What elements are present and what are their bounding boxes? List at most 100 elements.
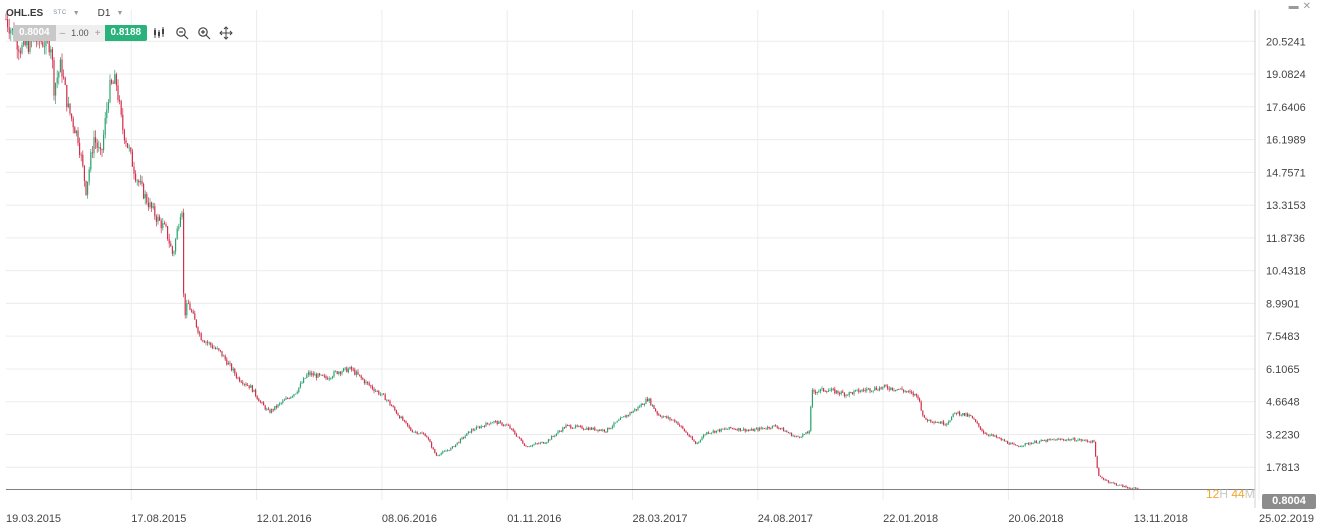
candle-body	[725, 428, 727, 430]
candle-body	[928, 419, 930, 421]
candle-body	[442, 451, 444, 454]
candle-body	[779, 428, 781, 429]
timeframe-dropdown-icon[interactable]: ▼	[116, 9, 124, 17]
candle-body	[207, 341, 209, 343]
timeframe-selector[interactable]: D1	[97, 7, 111, 19]
candle-body	[146, 194, 148, 203]
lot-increase-button[interactable]: +	[94, 27, 101, 39]
candle-body	[527, 446, 529, 448]
candle-body	[328, 378, 330, 380]
y-tick-label: 3.2230	[1266, 429, 1300, 441]
candle-body	[309, 372, 311, 375]
y-tick-label: 20.5241	[1266, 36, 1306, 48]
candle-body	[1050, 439, 1052, 441]
zoom-out-icon[interactable]	[173, 25, 191, 41]
candle-body	[351, 366, 353, 370]
candle-body	[248, 385, 250, 388]
candle-body	[811, 390, 813, 407]
candle-body	[866, 388, 868, 391]
candle-body	[914, 393, 916, 396]
candle-body	[823, 388, 825, 392]
minimize-icon[interactable]: ▬	[1288, 1, 1299, 12]
candle-body	[106, 109, 108, 119]
candle-body	[615, 422, 617, 424]
candle-body	[1131, 488, 1133, 490]
candle-body	[403, 420, 405, 422]
candle-body	[253, 389, 255, 392]
candle-body	[339, 371, 341, 374]
candle-body	[77, 130, 79, 144]
candle-body	[936, 422, 938, 424]
candle-body	[16, 36, 18, 50]
candle-body	[922, 410, 924, 416]
candle-body	[448, 450, 450, 452]
candle-body	[362, 377, 364, 380]
candle-body	[184, 293, 186, 316]
candle-body	[160, 220, 162, 228]
candle-body	[629, 412, 631, 416]
candle-body	[559, 431, 561, 432]
candle-body	[112, 83, 114, 84]
candle-body	[296, 391, 298, 394]
candle-body	[546, 442, 548, 444]
candle-body	[392, 406, 394, 408]
candle-body	[509, 425, 511, 429]
lot-size-input[interactable]: 1.00	[71, 28, 89, 38]
candle-body	[554, 435, 556, 437]
candle-body	[482, 426, 484, 427]
candle-body	[579, 425, 581, 427]
candle-body	[979, 426, 981, 430]
candle-body	[688, 434, 690, 437]
candle-body	[1109, 482, 1111, 484]
crosshair-icon[interactable]	[217, 25, 235, 41]
candle-body	[885, 385, 887, 387]
candle-body	[682, 426, 684, 429]
candle-body	[1055, 439, 1057, 441]
candle-body	[691, 436, 693, 440]
candle-body	[683, 428, 685, 432]
candle-body	[27, 40, 29, 52]
candle-body	[562, 427, 564, 432]
x-tick-label: 13.11.2018	[1134, 513, 1188, 525]
candle-body	[568, 425, 570, 426]
candle-body	[192, 311, 194, 314]
candle-body	[1064, 440, 1066, 441]
candle-body	[507, 425, 509, 426]
buy-price-button[interactable]: 0.8188	[104, 25, 148, 41]
candle-body	[66, 84, 68, 108]
symbol-dropdown-icon[interactable]: ▼	[72, 9, 80, 17]
candle-body	[778, 427, 780, 429]
candle-body	[1127, 487, 1129, 489]
candle-body	[715, 430, 717, 433]
x-tick-label: 12.01.2016	[257, 513, 312, 525]
candle-body	[1099, 475, 1101, 477]
candle-body	[1133, 487, 1135, 489]
candle-body	[256, 395, 258, 399]
candle-body	[837, 390, 839, 394]
candle-body	[672, 419, 674, 421]
symbol-name[interactable]: OHL.ES	[6, 7, 44, 19]
close-icon[interactable]: ✕	[1302, 1, 1311, 12]
candle-body	[722, 428, 724, 430]
candle-body	[1071, 439, 1073, 441]
lot-decrease-button[interactable]: –	[59, 27, 66, 39]
zoom-in-icon[interactable]	[195, 25, 213, 41]
candle-body	[763, 428, 765, 430]
candle-body	[1101, 476, 1103, 479]
candle-body	[373, 388, 375, 391]
candles-icon[interactable]	[151, 25, 169, 41]
candle-body	[171, 246, 173, 254]
candle-body	[935, 422, 937, 424]
candle-body	[240, 381, 242, 383]
sell-price-button[interactable]: 0.8004	[13, 25, 56, 41]
candle-body	[136, 180, 138, 182]
candle-body	[210, 342, 212, 346]
candle-body	[877, 389, 879, 391]
candle-body	[575, 425, 577, 428]
candle-body	[752, 428, 754, 432]
candle-body	[335, 371, 337, 373]
candle-body	[890, 387, 892, 390]
candle-body	[304, 377, 306, 379]
candle-body	[573, 427, 575, 429]
